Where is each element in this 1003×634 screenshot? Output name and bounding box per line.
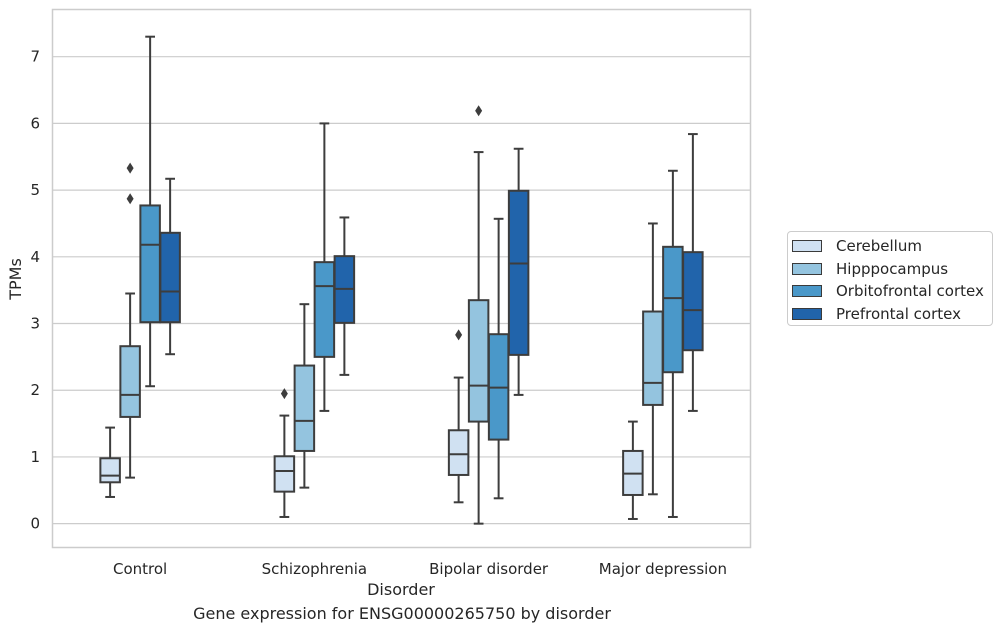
x-tick-label-control: Control	[113, 560, 167, 578]
y-tick-label-0: 0	[30, 515, 40, 533]
legend-label-hippocampus: Hipppocampus	[836, 259, 949, 278]
box-prefrontal-cortex-schizophrenia	[333, 216, 356, 376]
box-body	[507, 189, 530, 356]
y-tick-label-2: 2	[30, 381, 40, 399]
box-cerebellum-schizophrenia	[273, 388, 296, 518]
box-layer	[99, 35, 704, 525]
box-orbitofrontal-cortex-bipolar-disorder	[487, 217, 510, 500]
box-cerebellum-bipolar-disorder	[447, 329, 470, 504]
box-body	[99, 457, 121, 484]
box-hipppocampus-major-depression	[642, 222, 664, 496]
box-cerebellum-major-depression	[622, 420, 644, 520]
box-orbitofrontal-cortex-control	[139, 35, 161, 388]
legend-label-orbitofrontal-cortex: Orbitofrontal cortex	[836, 282, 984, 301]
x-tick-label-bipolar-disorder: Bipolar disorder	[429, 560, 549, 578]
outlier-point-1	[126, 162, 134, 174]
outlier-point-0	[280, 388, 288, 400]
outlier-point-0	[126, 193, 134, 205]
tick-labels: 0 1 2 3 4 5 6 7 Control Schizophrenia Bipolar diso…	[30, 48, 727, 578]
y-axis-label: TPMs	[6, 258, 25, 301]
y-tick-label-7: 7	[30, 48, 40, 66]
legend-swatch-prefrontal-cortex	[792, 307, 822, 320]
box-body	[682, 251, 704, 352]
y-tick-label-4: 4	[30, 248, 40, 266]
box-body	[467, 299, 490, 423]
box-body	[642, 310, 664, 406]
x-tick-label-major-depression: Major depression	[599, 560, 727, 578]
box-cerebellum-control	[99, 426, 121, 498]
box-prefrontal-cortex-major-depression	[682, 133, 704, 412]
box-prefrontal-cortex-bipolar-disorder	[507, 147, 530, 396]
legend: Cerebellum Hipppocampus Orbitofrontal co…	[787, 231, 993, 326]
y-tick-label-5: 5	[30, 181, 40, 199]
box-body	[447, 429, 470, 476]
box-orbitofrontal-cortex-major-depression	[662, 169, 684, 518]
legend-item-hippocampus: Hipppocampus	[792, 258, 992, 281]
box-hipppocampus-bipolar-disorder	[467, 105, 490, 525]
legend-item-orbitofrontal-cortex: Orbitofrontal cortex	[792, 280, 992, 303]
legend-item-cerebellum: Cerebellum	[792, 235, 992, 258]
chart-caption: Gene expression for ENSG00000265750 by d…	[193, 604, 611, 623]
y-tick-label-6: 6	[30, 114, 40, 132]
legend-swatch-orbitofrontal-cortex	[792, 285, 822, 298]
legend-swatch-cerebellum	[792, 240, 822, 253]
outlier-point-0	[455, 329, 463, 341]
box-body	[293, 364, 316, 452]
legend-label-cerebellum: Cerebellum	[836, 237, 922, 256]
legend-label-prefrontal-cortex: Prefrontal cortex	[836, 304, 961, 323]
legend-item-prefrontal-cortex: Prefrontal cortex	[792, 303, 992, 326]
box-body	[313, 261, 336, 358]
y-tick-label-1: 1	[30, 448, 40, 466]
box-body	[662, 245, 684, 374]
outlier-point-0	[475, 105, 483, 117]
box-body	[119, 345, 141, 418]
x-axis-label: Disorder	[367, 580, 435, 599]
legend-swatch-hippocampus	[792, 262, 822, 275]
box-prefrontal-cortex-control	[159, 177, 181, 356]
x-tick-label-schizophrenia: Schizophrenia	[262, 560, 367, 578]
y-tick-label-3: 3	[30, 315, 40, 333]
plot-frame	[51, 8, 752, 549]
box-hipppocampus-control	[119, 162, 141, 479]
box-hipppocampus-schizophrenia	[293, 303, 316, 489]
box-body	[139, 204, 161, 324]
box-body	[159, 231, 181, 324]
box-orbitofrontal-cortex-schizophrenia	[313, 122, 336, 412]
box-body	[273, 455, 296, 493]
